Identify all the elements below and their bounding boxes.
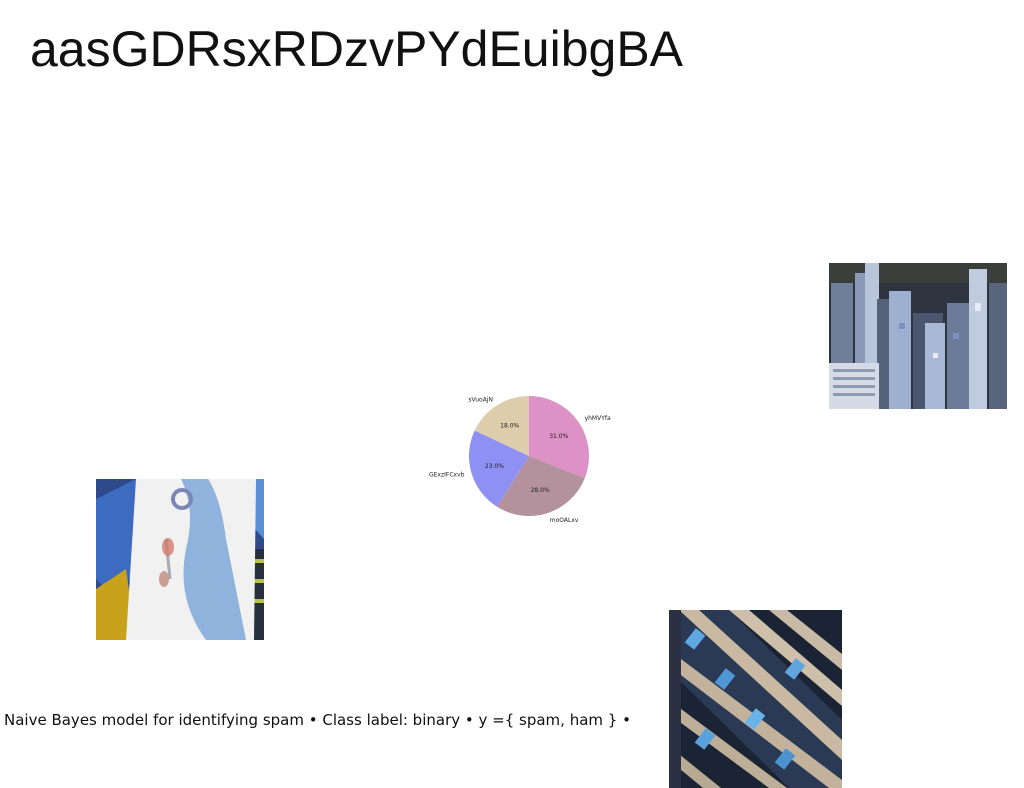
pie-value-label: 23.0%	[485, 463, 504, 470]
pie-value-label: 28.0%	[531, 487, 550, 494]
pie-slice-moOALxv	[496, 456, 585, 516]
building-facade-image	[669, 610, 842, 788]
pie-value-label: 31.0%	[549, 433, 568, 440]
pie-chart-svg: 31.0% yhMVYfa 28.0% moOALxv 23.0% GExzIFCxvb 1…	[429, 396, 611, 524]
person-headphones-image	[96, 479, 264, 640]
pie-category-label: GExzIFCxvb	[429, 472, 465, 479]
pie-category-label: moOALxv	[550, 517, 579, 524]
pie-slice-sVuoAjN	[474, 396, 529, 456]
pie-slice-yhMVYfa	[529, 396, 589, 479]
caption-text: Naive Bayes model for identifying spam •…	[4, 711, 631, 729]
pie-category-label: sVuoAjN	[468, 396, 493, 403]
city-skyscrapers-image	[829, 263, 1007, 409]
pie-chart: 31.0% yhMVYfa 28.0% moOALxv 23.0% GExzIFCxvb 1…	[420, 360, 620, 560]
page-title: aasGDRsxRDzvPYdEuibgBA	[30, 21, 684, 77]
pie-slice-GExzIFCxvb	[469, 430, 529, 507]
pie-value-label: 18.0%	[500, 423, 519, 430]
pie-category-label: yhMVYfa	[585, 415, 611, 422]
